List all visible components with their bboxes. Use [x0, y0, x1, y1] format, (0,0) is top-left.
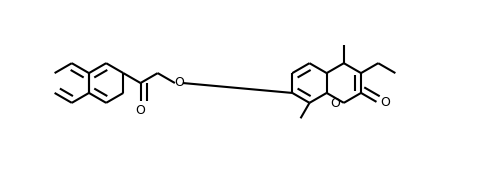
Text: O: O: [330, 97, 340, 110]
Text: O: O: [174, 76, 184, 89]
Text: O: O: [381, 96, 390, 109]
Text: O: O: [136, 104, 145, 117]
